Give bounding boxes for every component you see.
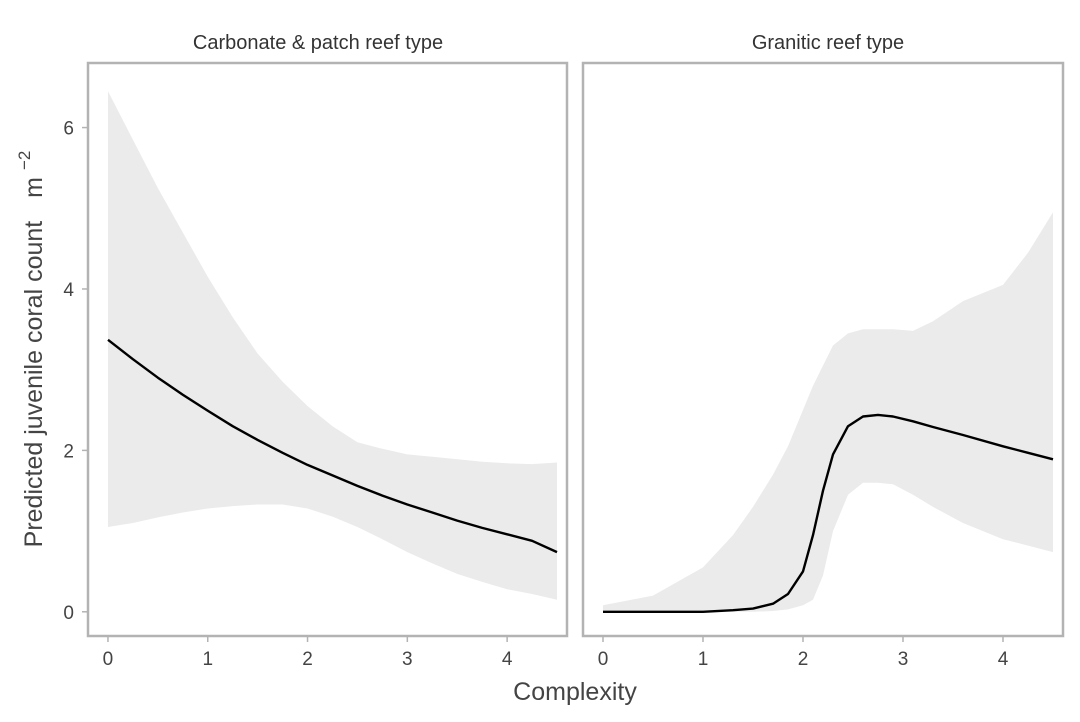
x-tick-label: 4 [502,649,513,670]
panel-2: Granitic reef type 0 1 2 3 4 [581,32,1065,670]
y-tick-label: 0 [63,603,74,624]
y-axis-title: Predicted juvenile coral count m −2 [15,151,48,548]
panel-title: Granitic reef type [752,32,904,54]
x-axis-title: Complexity [513,678,637,706]
x-tick-label: 3 [402,649,413,670]
y-tick-label: 4 [63,280,74,301]
confidence-band [108,91,557,600]
x-tick-label: 0 [598,649,609,670]
y-tick-label: 2 [63,441,74,462]
panel-title: Carbonate & patch reef type [193,32,443,54]
x-tick-label: 0 [103,649,114,670]
y-axis-unit-exponent: −2 [15,151,34,170]
x-tick-label: 2 [302,649,313,670]
x-tick-label: 1 [698,649,709,670]
panel-frame [581,61,1065,638]
confidence-band [603,212,1053,612]
y-axis-unit: m [20,177,48,198]
y-axis-title-text: Predicted juvenile coral count [20,221,48,548]
fit-line [107,338,558,554]
x-tick-label: 2 [798,649,809,670]
panel-1: Carbonate & patch reef type 0 1 2 3 4 0 2 4 6 [63,32,569,670]
x-tick-label: 3 [898,649,909,670]
x-tick-label: 1 [202,649,213,670]
panel-frame [86,61,569,638]
x-tick-label: 4 [998,649,1009,670]
y-tick-label: 6 [63,119,74,140]
fit-line [603,413,1054,613]
